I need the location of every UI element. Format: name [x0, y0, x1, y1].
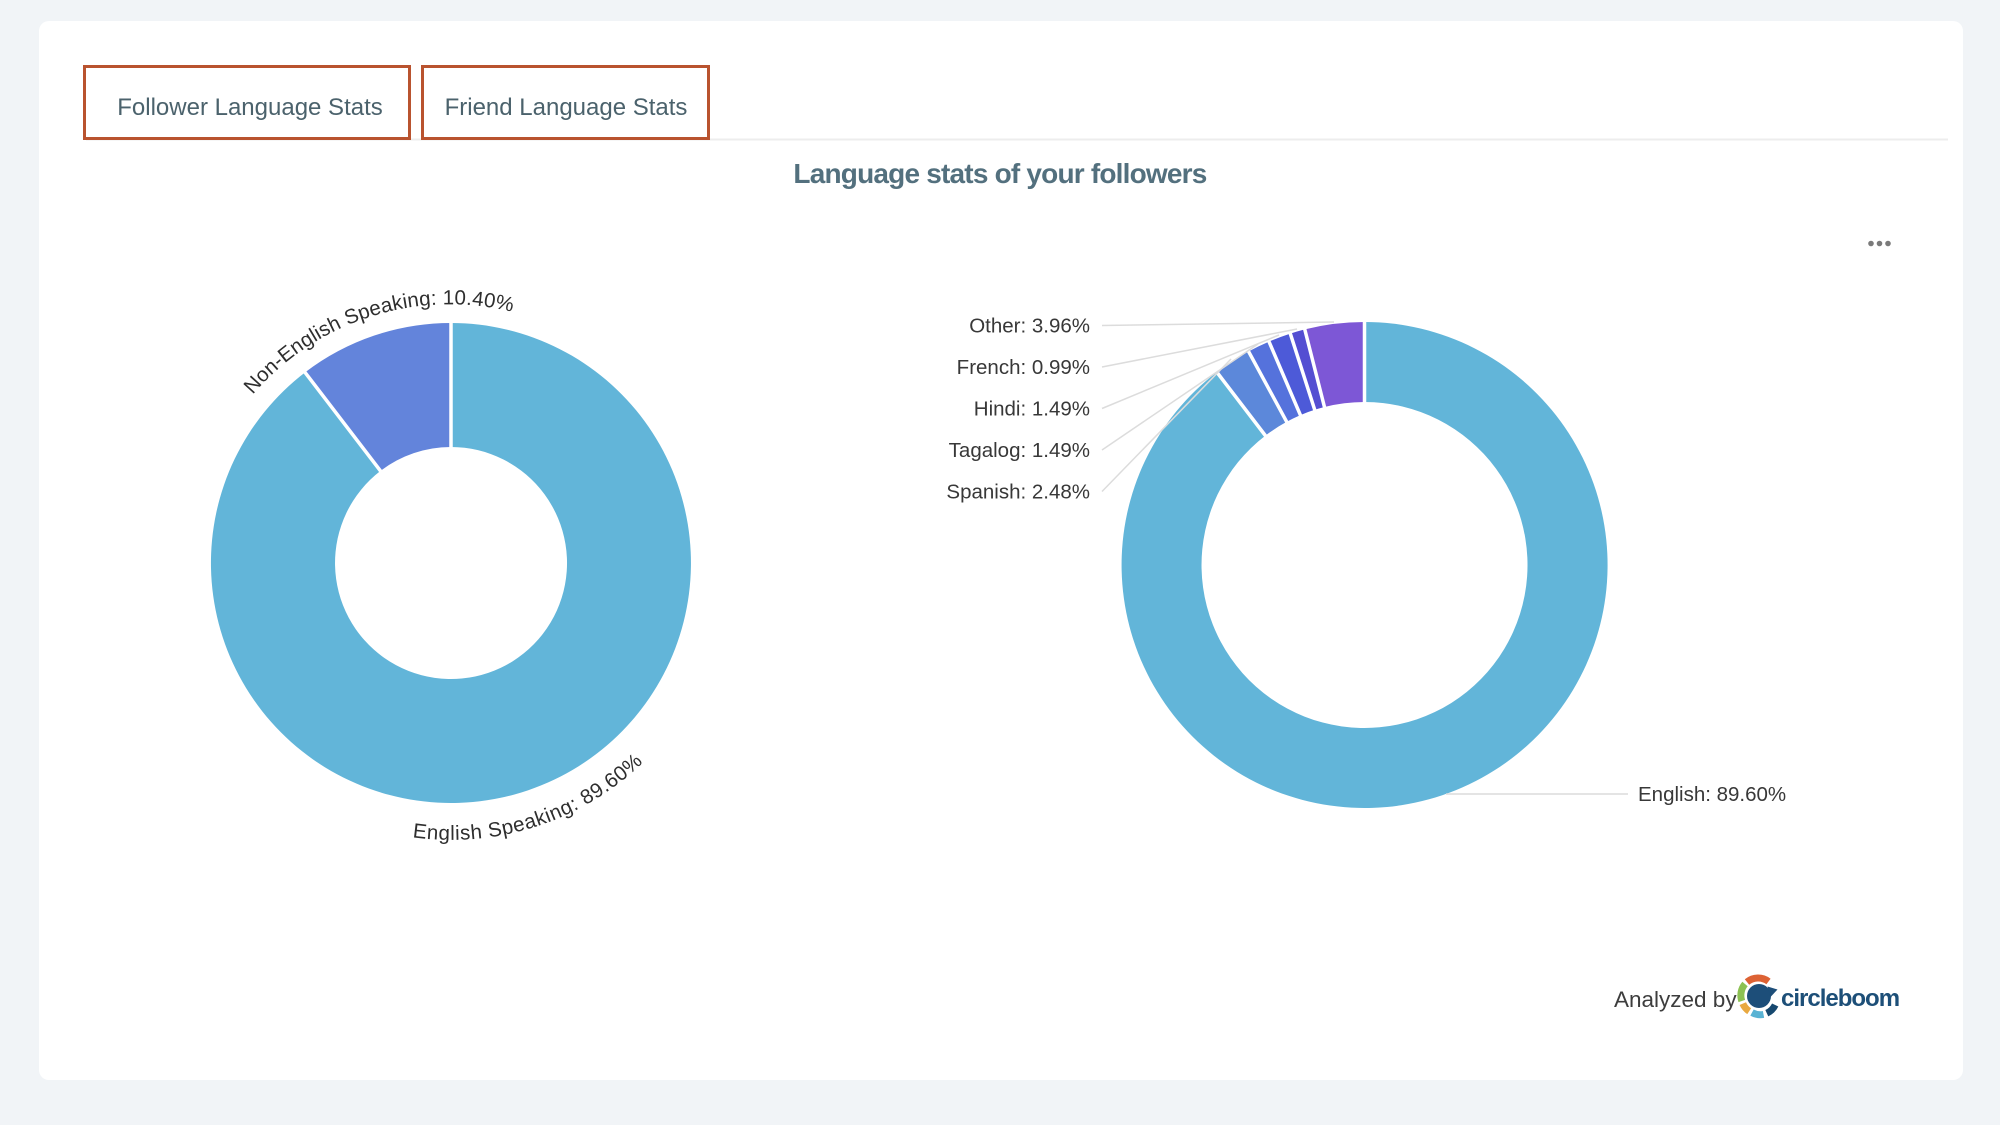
svg-text:Spanish: 2.48%: Spanish: 2.48%	[946, 481, 1090, 504]
svg-text:circleboom: circleboom	[1781, 985, 1899, 1012]
svg-text:Other: 3.96%: Other: 3.96%	[969, 315, 1090, 338]
svg-text:Language stats of your followe: Language stats of your followers	[793, 158, 1206, 189]
svg-text:Follower Language Stats: Follower Language Stats	[117, 94, 383, 121]
svg-text:English: 89.60%: English: 89.60%	[1638, 783, 1786, 806]
svg-text:Tagalog: 1.49%: Tagalog: 1.49%	[949, 439, 1090, 462]
svg-text:Analyzed by: Analyzed by	[1614, 987, 1737, 1012]
svg-text:French: 0.99%: French: 0.99%	[957, 356, 1090, 379]
svg-text:Friend Language Stats: Friend Language Stats	[445, 94, 688, 121]
svg-text:Hindi: 1.49%: Hindi: 1.49%	[974, 398, 1090, 421]
